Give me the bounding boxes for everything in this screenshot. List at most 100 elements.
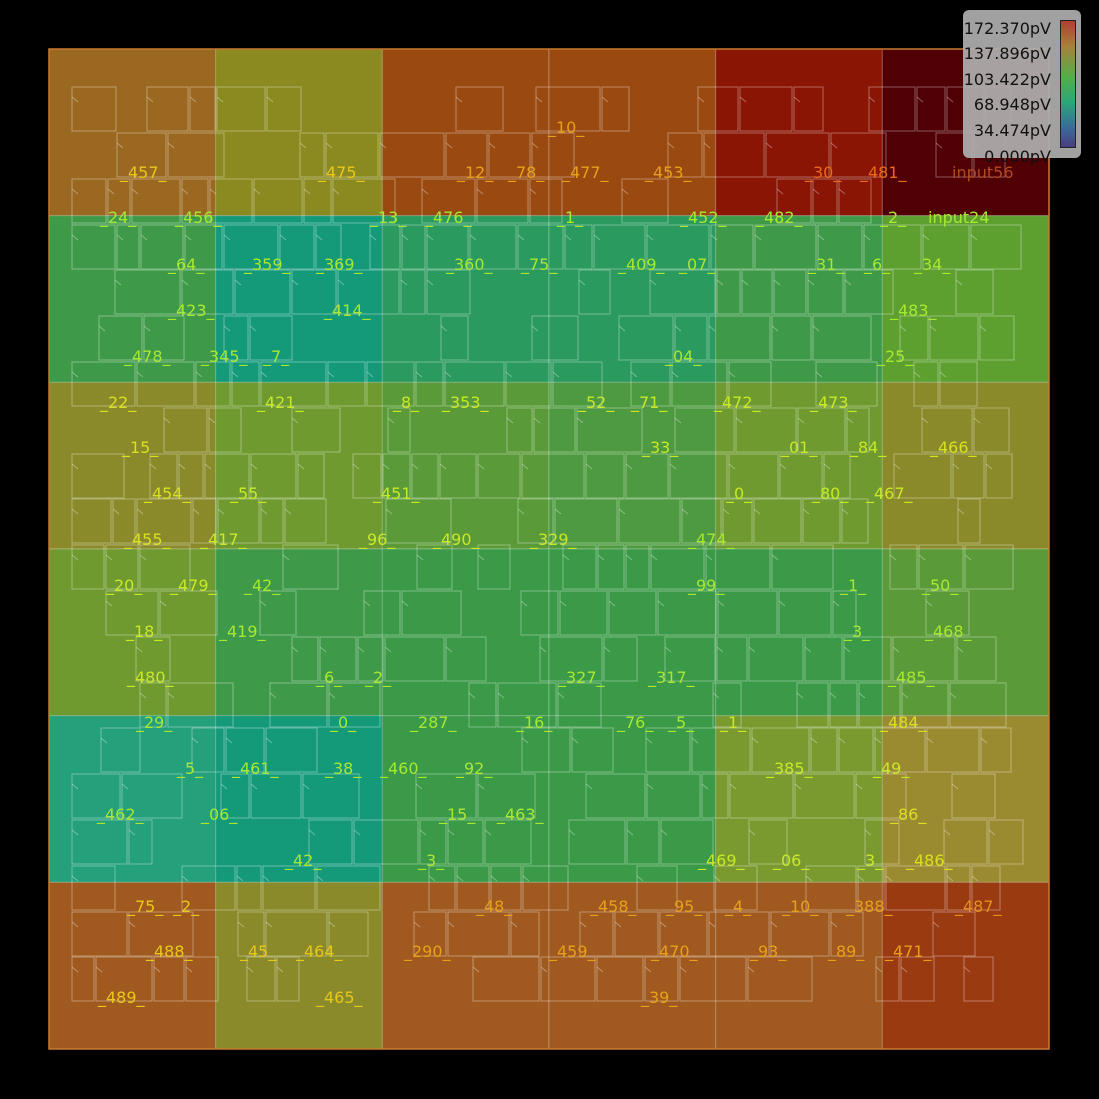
pin-mark: [741, 279, 749, 286]
std-cell: [181, 865, 236, 911]
std-cell: [291, 636, 319, 682]
std-cell: [401, 224, 426, 270]
std-cell: [579, 911, 614, 957]
std-cell: [353, 819, 419, 865]
std-cell: [585, 453, 625, 499]
pin-mark: [922, 234, 930, 241]
std-cell: [660, 819, 714, 865]
instance-label: _369_: [315, 255, 364, 275]
pin-mark: [357, 646, 365, 653]
pin-mark: [739, 96, 747, 103]
std-cell: [250, 453, 297, 499]
pin-mark: [645, 737, 653, 744]
pin-mark: [71, 829, 79, 836]
std-cell: [153, 956, 185, 1002]
pin-mark: [900, 966, 908, 973]
pin-mark: [325, 142, 333, 149]
std-cell: [357, 636, 384, 682]
pin-mark: [705, 554, 713, 561]
instance-label: _290_: [403, 942, 452, 962]
std-cell: [444, 361, 505, 407]
pin-mark: [957, 508, 965, 515]
std-cell: [705, 544, 771, 590]
std-cell: [728, 453, 779, 499]
pin-mark: [671, 371, 679, 378]
instance-label: _50_: [921, 576, 959, 596]
pin-mark: [838, 188, 846, 195]
heatmap-tile: [381, 715, 550, 883]
pin-mark: [618, 508, 626, 515]
pin-mark: [557, 692, 565, 699]
instance-label: _471_: [884, 942, 933, 962]
instance-label: _470_: [650, 942, 699, 962]
heatmap-tile: [715, 48, 883, 217]
std-cell: [810, 727, 838, 773]
instance-label: _468_: [924, 622, 973, 642]
instance-label: _8_: [392, 393, 420, 413]
std-cell: [445, 636, 487, 682]
pin-mark: [667, 142, 675, 149]
pin-mark: [817, 234, 825, 241]
instance-label: _13_: [369, 208, 407, 228]
pin-mark: [159, 600, 167, 607]
pin-mark: [276, 966, 284, 973]
instance-label: _476_: [424, 208, 473, 228]
heatmap-tile: [548, 548, 717, 717]
pin-mark: [136, 371, 144, 378]
std-cell: [181, 178, 209, 224]
pin-mark: [674, 417, 682, 424]
pin-mark: [291, 646, 299, 653]
std-cell: [167, 682, 234, 728]
pin-mark: [899, 325, 907, 332]
std-cell: [901, 682, 949, 728]
std-cell: [922, 224, 970, 270]
instance-label: _481_: [859, 163, 908, 183]
instance-label: _39_: [640, 988, 678, 1008]
pin-mark: [614, 921, 622, 928]
pin-mark: [447, 829, 455, 836]
heatmap-tile: [48, 48, 217, 217]
std-cell: [823, 453, 851, 499]
instance-label: _78_: [507, 163, 545, 183]
pin-mark: [674, 325, 682, 332]
std-cell: [259, 590, 297, 636]
instance-label: _06_: [772, 851, 810, 871]
pin-mark: [529, 188, 537, 195]
pin-mark: [794, 783, 802, 790]
std-cell: [159, 590, 218, 636]
pin-mark: [204, 463, 212, 470]
heatmap-tile: [548, 48, 717, 217]
std-cell: [316, 865, 381, 911]
std-cell: [71, 911, 128, 957]
pin-mark: [253, 188, 261, 195]
std-cell: [282, 544, 339, 590]
pin-mark: [858, 692, 866, 699]
std-cell: [625, 544, 650, 590]
std-cell: [747, 956, 813, 1002]
std-cell: [716, 269, 741, 315]
pin-mark: [328, 692, 336, 699]
pin-mark: [191, 737, 199, 744]
instance-label: _38_: [324, 759, 362, 779]
heatmap-tile: [548, 381, 717, 550]
pin-mark: [299, 142, 307, 149]
std-cell: [128, 911, 194, 957]
pin-mark: [964, 554, 972, 561]
std-cell: [191, 727, 225, 773]
pin-mark: [477, 463, 485, 470]
std-cell: [554, 498, 618, 544]
std-cell: [100, 727, 141, 773]
instance-label: _479_: [169, 576, 218, 596]
std-cell: [932, 911, 976, 957]
std-cell: [925, 590, 970, 636]
std-cell: [477, 453, 521, 499]
pin-mark: [521, 737, 529, 744]
instance-label: _1_: [839, 576, 867, 596]
pin-mark: [630, 371, 638, 378]
pin-mark: [578, 279, 586, 286]
std-cell: [477, 544, 511, 590]
std-cell: [708, 911, 770, 957]
heatmap-tile: [715, 881, 883, 1050]
pin-mark: [531, 325, 539, 332]
